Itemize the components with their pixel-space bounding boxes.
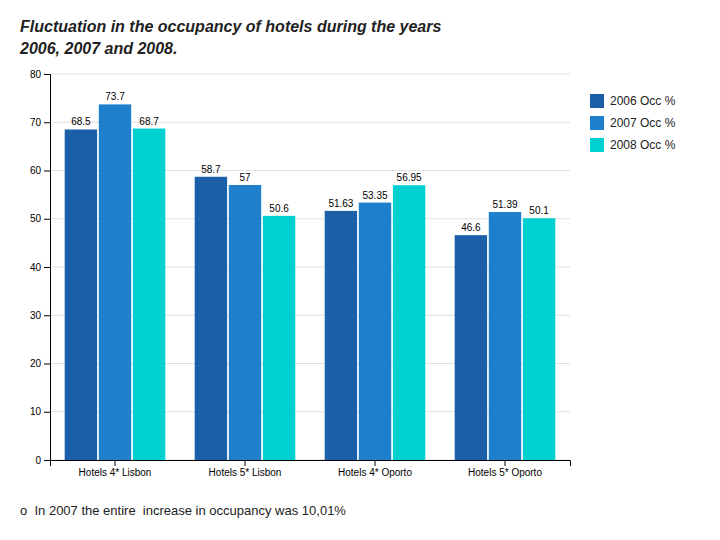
x-tick-mark xyxy=(505,460,506,466)
x-tick: Hotels 4* Lisbon xyxy=(79,460,152,478)
x-tick: Hotels 4* Oporto xyxy=(338,460,412,478)
legend-item: 2007 Occ % xyxy=(590,116,676,130)
y-tick-mark xyxy=(44,364,50,365)
legend: 2006 Occ % 2007 Occ % 2008 Occ % xyxy=(590,94,676,152)
data-label: 56.95 xyxy=(397,172,422,183)
legend-label: 2007 Occ % xyxy=(610,116,676,130)
y-tick: 40 xyxy=(30,262,50,273)
x-tick-label: Hotels 4* Lisbon xyxy=(79,467,152,478)
axis-domain xyxy=(51,461,571,467)
x-tick: Hotels 5* Lisbon xyxy=(209,460,282,478)
data-label: 68.7 xyxy=(139,116,159,127)
y-tick-mark xyxy=(44,412,50,413)
y-tick-label: 80 xyxy=(30,69,42,80)
y-tick-label: 30 xyxy=(30,310,42,321)
data-label: 51.39 xyxy=(492,199,517,210)
data-label: 73.7 xyxy=(105,91,125,102)
plot-area: 01020304050607080Hotels 4* LisbonHotels … xyxy=(30,69,571,478)
bar xyxy=(489,212,521,460)
y-tick-label: 40 xyxy=(30,262,42,273)
x-tick-label: Hotels 5* Oporto xyxy=(468,467,542,478)
x-tick-label: Hotels 4* Oporto xyxy=(338,467,412,478)
axis-domain xyxy=(44,75,51,461)
bar xyxy=(455,235,487,460)
chart-title: Fluctuation in the occupancy of hotels d… xyxy=(20,18,441,35)
chart-svg: Fluctuation in the occupancy of hotels d… xyxy=(0,0,720,540)
data-labels: 68.5 58.7 51.63 46.6 73.7 57 53.35 51.39 68.7 50.… xyxy=(71,91,549,233)
bar xyxy=(359,203,391,460)
y-tick: 80 xyxy=(30,69,50,80)
y-tick-label: 60 xyxy=(30,165,42,176)
data-label: 57 xyxy=(239,172,251,183)
legend-item: 2008 Occ % xyxy=(590,138,676,152)
y-tick-label: 70 xyxy=(30,117,42,128)
x-axis: Hotels 4* Lisbon Hotels 5* Lisbon Hotels 4… xyxy=(51,460,571,478)
y-tick: 20 xyxy=(30,358,50,369)
data-label: 46.6 xyxy=(461,222,481,233)
bar xyxy=(195,177,227,460)
bars xyxy=(65,104,556,460)
legend-swatch xyxy=(590,138,604,152)
legend-item: 2006 Occ % xyxy=(590,94,676,108)
y-tick-mark xyxy=(44,74,50,75)
data-label: 58.7 xyxy=(201,164,221,175)
x-tick: Hotels 5* Oporto xyxy=(468,460,542,478)
legend-label: 2006 Occ % xyxy=(610,94,676,108)
grid xyxy=(50,74,570,460)
legend-swatch xyxy=(590,116,604,130)
data-label: 68.5 xyxy=(71,116,91,127)
bar xyxy=(393,185,425,460)
y-tick-label: 20 xyxy=(30,358,42,369)
bar xyxy=(229,185,261,460)
bar xyxy=(263,216,295,460)
bar xyxy=(99,104,131,460)
legend-swatch xyxy=(590,94,604,108)
y-tick: 30 xyxy=(30,310,50,321)
y-tick: 50 xyxy=(30,213,50,224)
y-tick-mark xyxy=(44,122,50,123)
x-tick-mark xyxy=(245,460,246,466)
data-label: 50.1 xyxy=(529,205,549,216)
bar xyxy=(325,211,357,460)
chart-container: Fluctuation in the occupancy of hotels d… xyxy=(0,0,720,540)
y-tick: 10 xyxy=(30,406,50,417)
bar-series xyxy=(133,129,555,460)
data-label: 53.35 xyxy=(362,190,387,201)
y-tick: 70 xyxy=(30,117,50,128)
y-tick-mark xyxy=(44,171,50,172)
y-tick-mark xyxy=(44,315,50,316)
grid-line xyxy=(50,74,570,75)
subtitle: o In 2007 the entire increase in occupan… xyxy=(20,503,346,518)
y-tick-label: 10 xyxy=(30,406,42,417)
x-tick-label: Hotels 5* Lisbon xyxy=(209,467,282,478)
x-tick-mark xyxy=(375,460,376,466)
y-tick-mark xyxy=(44,219,50,220)
bar xyxy=(133,129,165,460)
y-tick-label: 50 xyxy=(30,213,42,224)
bar xyxy=(523,218,555,460)
y-tick-mark xyxy=(44,460,50,461)
x-tick-mark xyxy=(115,460,116,466)
chart-title: 2006, 2007 and 2008. xyxy=(19,40,177,57)
data-label: 51.63 xyxy=(328,198,353,209)
y-axis: 0 10 20 30 40 50 60 70 80 xyxy=(30,69,51,466)
y-tick-label: 0 xyxy=(35,455,41,466)
bar-series xyxy=(99,104,521,460)
legend-label: 2008 Occ % xyxy=(610,138,676,152)
bar xyxy=(65,129,97,460)
data-label: 50.6 xyxy=(269,203,289,214)
y-tick-mark xyxy=(44,267,50,268)
y-tick: 60 xyxy=(30,165,50,176)
y-tick: 0 xyxy=(35,455,50,466)
